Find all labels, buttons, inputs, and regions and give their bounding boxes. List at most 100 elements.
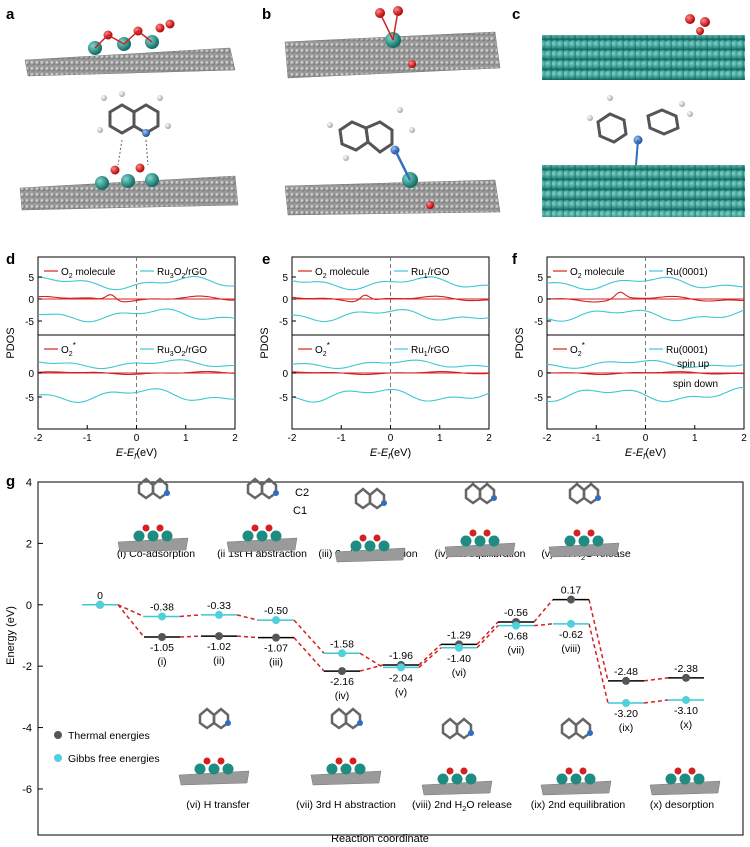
pdos-curve (37, 370, 236, 376)
thermal-connector (418, 643, 442, 666)
energy-value-label: -2.48 (614, 666, 638, 678)
energy-state: -0.38 -1.05 (i) (144, 601, 180, 668)
energy-y-tick-label: -4 (22, 723, 32, 735)
n-atom (595, 495, 601, 501)
thermal-connector (588, 599, 609, 682)
ru-atom (474, 535, 486, 547)
thermal-connector (359, 664, 384, 672)
ru-atom (564, 535, 576, 547)
structure-c-top (542, 14, 745, 80)
o-atom (469, 529, 477, 537)
pdos-curve (547, 291, 745, 303)
pdos-curve (546, 359, 745, 369)
o-atom (674, 767, 682, 775)
energy-value-label: -0.62 (559, 629, 583, 641)
o-atom (349, 757, 357, 765)
thermal-connector (117, 604, 145, 638)
energy-legend: Thermal energies Gibbs free energies (54, 730, 160, 765)
gibbs-connector (418, 647, 442, 668)
legend-red-top: O2 molecule (61, 267, 116, 280)
y-tick-label: -5 (25, 317, 34, 328)
molecule-bottom (441, 717, 474, 740)
energy-state: 0 (82, 590, 118, 609)
energy-state: -1.96 -2.04 (v) (383, 650, 419, 698)
ring (568, 482, 586, 505)
energy-state: -0.33 -1.02 (ii) (201, 600, 237, 667)
thermal-point (338, 667, 346, 676)
legend-thermal-label: Thermal energies (68, 730, 150, 742)
molecule-top (354, 487, 387, 510)
x-tick-label: 2 (486, 433, 492, 444)
x-tick-label: -2 (34, 433, 43, 444)
panel-label-g: g (6, 473, 16, 490)
catalyst-top (117, 524, 189, 553)
y-tick-label: -5 (534, 393, 543, 404)
energy-value-label: -0.50 (264, 605, 288, 617)
step-caption: (vii) 3rd H abstraction (296, 799, 396, 811)
ring (441, 717, 459, 740)
ru-atom (208, 763, 220, 775)
energy-value-label: -1.29 (447, 629, 471, 641)
gibbs-connector (643, 699, 669, 704)
ru-atom (133, 530, 145, 542)
ring (198, 707, 216, 730)
pdos-panels: O2 molecule Ru3O2/rGO O2* Ru3O2/rGO 5 0 -5 0 -5 -… (5, 256, 747, 461)
ring (478, 482, 496, 505)
pdos-panel-f: O2 molecule Ru(0001) O2* Ru(0001) spin up spi… (514, 256, 747, 461)
x-axis-label: E-Ef(eV) (370, 447, 411, 461)
n-atom (381, 500, 387, 506)
state-label: (viii) (561, 643, 580, 655)
energy-frame (37, 481, 744, 836)
energy-y-axis-label: Energy (eV) (5, 606, 17, 665)
thermal-connector (179, 635, 202, 638)
pdos-curve (546, 387, 744, 403)
pdos-curve (37, 294, 235, 303)
ru-atom (584, 773, 596, 785)
y-tick-label: -5 (279, 317, 288, 328)
y-tick-label: -5 (279, 393, 288, 404)
pdos-curve (292, 309, 490, 323)
legend-thermal-marker (54, 731, 62, 739)
legend-cyan-bottom: Ru(0001) (666, 345, 708, 356)
legend-cyan-top: Ru(0001) (666, 267, 708, 278)
ru-atom (488, 535, 500, 547)
ru-atom (222, 763, 234, 775)
gibbs-point (567, 619, 575, 628)
pdos-curve (292, 359, 490, 369)
thermal-point (215, 632, 223, 641)
energy-diagram: 4 2 0 -2 -4 -6 Energy (eV) Reaction coordinate 0… (5, 477, 744, 845)
thermal-point (272, 633, 280, 642)
pdos-curve (291, 276, 490, 291)
ru-atom (556, 773, 568, 785)
energy-value-label: -0.56 (504, 607, 528, 619)
n-atom (357, 720, 363, 726)
x-tick-label: 0 (134, 433, 140, 444)
ru-atom (451, 773, 463, 785)
catalyst-bottom (649, 767, 721, 796)
molecule-top (246, 477, 279, 500)
y-axis-label: PDOS (5, 327, 17, 358)
gibbs-connector (236, 614, 259, 621)
ru-atom (570, 773, 582, 785)
ru-atom (147, 530, 159, 542)
energy-y-tick-label: -2 (22, 661, 32, 673)
energy-axes: 4 2 0 -2 -4 -6 Energy (eV) Reaction coordinate (5, 477, 744, 845)
energy-value-label: -1.02 (207, 641, 231, 653)
ru-atom (364, 540, 376, 552)
pdos-panel-e: O2 molecule Ru1/rGO O2* Ru1/rGO 5 0 -5 0 -5 -2 -1 0… (259, 256, 492, 461)
energy-value-label: -2.04 (389, 672, 413, 684)
gibbs-point (96, 600, 104, 609)
y-tick-label: -5 (25, 393, 34, 404)
gibbs-point (158, 612, 166, 621)
energy-y-tick-label: -6 (22, 784, 32, 796)
ru-atom (242, 530, 254, 542)
catalyst-top (444, 529, 516, 558)
step-caption: (vi) H transfer (186, 799, 250, 811)
x-tick-label: 2 (741, 433, 747, 444)
o-atom (203, 757, 211, 765)
energy-y-tick-label: 2 (26, 538, 32, 550)
pdos-curve (37, 308, 236, 323)
state-label: (iv) (335, 690, 350, 702)
x-tick-label: -2 (543, 433, 552, 444)
ru-atom (378, 540, 390, 552)
